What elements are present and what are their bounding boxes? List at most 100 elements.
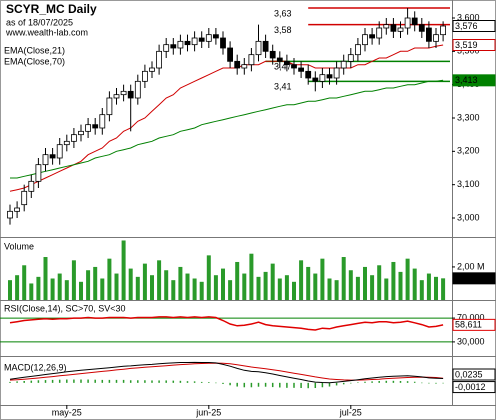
histogram-bar	[314, 382, 317, 389]
histogram-bar	[122, 379, 125, 383]
y-tick-label: 30,000	[457, 336, 485, 346]
bar	[292, 281, 296, 300]
candle-body	[425, 27, 432, 42]
histogram-bar	[73, 379, 75, 383]
value-box-label: 3,413	[455, 75, 478, 85]
bar	[263, 271, 268, 300]
histogram-bar	[30, 380, 33, 383]
bar	[43, 257, 48, 300]
candle-body	[305, 70, 312, 79]
histogram-bar	[108, 379, 111, 383]
bar	[150, 275, 154, 300]
candle-body	[134, 80, 141, 99]
bar	[334, 280, 339, 300]
histogram-bar	[215, 382, 217, 384]
bar	[192, 278, 197, 300]
bar	[277, 278, 282, 300]
histogram-bar	[257, 382, 260, 387]
value-box-label: 1,31M	[455, 273, 480, 283]
candle-body	[262, 40, 269, 52]
candle-body	[99, 114, 106, 129]
bar	[426, 273, 431, 300]
candle-body	[354, 44, 361, 56]
histogram-bar	[435, 382, 437, 384]
histogram-bar	[151, 380, 153, 383]
bar	[71, 260, 76, 300]
y-tick-label: 3,300	[457, 112, 480, 122]
histogram-bar	[229, 382, 231, 386]
y-tick-label: 3,200	[457, 146, 480, 156]
bar	[299, 260, 304, 300]
candle-body	[248, 54, 255, 66]
source: www.wealth-lab.com	[5, 27, 88, 37]
histogram-bar	[58, 379, 61, 383]
bar	[164, 270, 169, 300]
candle-body	[184, 40, 191, 46]
histogram-bar	[328, 382, 331, 387]
histogram-bar	[271, 382, 274, 388]
y-tick-label: 2,00 M	[457, 261, 485, 271]
bar	[327, 278, 332, 300]
level-label: 3,47	[274, 62, 292, 72]
candle-body	[340, 60, 347, 69]
candle-body	[42, 154, 49, 166]
bar	[441, 278, 446, 300]
bar	[284, 275, 289, 300]
candle-body	[383, 24, 390, 29]
candle-body	[63, 140, 70, 146]
value-box	[452, 318, 496, 331]
histogram-bar	[243, 382, 246, 388]
legend-entry: EMA(Close,70)	[4, 56, 65, 66]
histogram-bar	[392, 380, 395, 383]
value-box	[452, 39, 496, 51]
candle-body	[291, 64, 297, 69]
bar	[100, 278, 105, 300]
bar	[320, 258, 325, 300]
histogram-bar	[23, 381, 25, 383]
candle-body	[411, 17, 418, 26]
value-box	[452, 368, 496, 381]
bar	[185, 273, 190, 300]
histogram-bar	[421, 382, 423, 384]
bar	[178, 266, 183, 300]
candle-body	[269, 50, 276, 59]
histogram-bar	[137, 380, 139, 383]
bar	[256, 276, 261, 300]
level-label: 3,41	[274, 82, 292, 92]
bar	[142, 263, 147, 300]
bar	[86, 270, 91, 300]
bar	[199, 281, 204, 300]
level-label: 3,63	[274, 8, 292, 18]
histogram-bar	[179, 380, 182, 383]
histogram-bar	[399, 381, 402, 383]
histogram-bar	[279, 382, 281, 388]
histogram-bar	[307, 382, 309, 389]
candle-body	[35, 164, 42, 182]
histogram-bar	[9, 381, 11, 383]
bar	[249, 253, 254, 300]
bar	[29, 283, 34, 300]
bar	[50, 278, 55, 300]
candle-body	[28, 180, 35, 192]
y-tick-label: 70,000	[457, 312, 485, 322]
panel-title: MACD(12,26,9)	[4, 362, 67, 372]
candle-body	[212, 34, 219, 39]
bar	[348, 270, 353, 300]
candle-body	[205, 34, 212, 42]
y-tick-label: 3,600	[457, 12, 480, 22]
histogram-bar	[115, 379, 118, 383]
value-box-label: 58,611	[455, 320, 482, 330]
candle-body	[298, 67, 305, 72]
bar	[306, 266, 311, 300]
histogram-bar	[158, 380, 160, 383]
histogram-bar	[236, 382, 238, 387]
candle-body	[191, 37, 198, 46]
candle-body	[433, 34, 439, 42]
candle-body	[319, 74, 326, 82]
candle-body	[14, 207, 21, 212]
histogram-bar	[94, 379, 96, 383]
histogram-bar	[222, 382, 224, 384]
candle-body	[85, 124, 91, 132]
bar	[412, 268, 417, 300]
